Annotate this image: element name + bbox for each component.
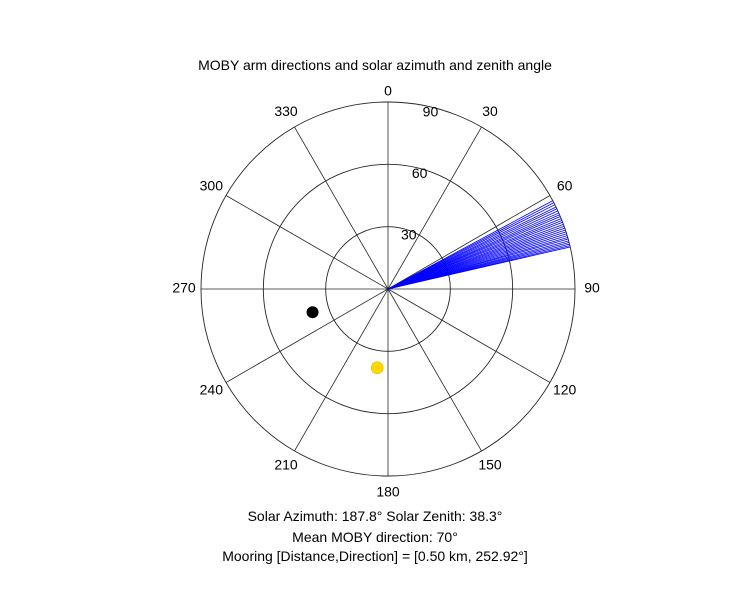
angle-tick-120: 120 (553, 382, 577, 398)
spoke-150 (387, 288, 482, 452)
mooring-marker (306, 306, 319, 319)
angle-tick-0: 0 (384, 83, 392, 99)
angle-tick-30: 30 (482, 103, 498, 119)
chart-title: MOBY arm directions and solar azimuth an… (198, 57, 552, 73)
radial-tick-60: 60 (412, 165, 428, 181)
ring-30 (325, 226, 451, 352)
arm-line-26 (387, 246, 571, 290)
angle-tick-150: 150 (478, 456, 502, 472)
spoke-240 (225, 288, 389, 383)
radial-tick-30: 30 (401, 226, 417, 242)
arm-line-3 (387, 204, 556, 290)
spoke-30 (387, 126, 482, 290)
spoke-120 (387, 288, 551, 383)
sun-marker (370, 361, 384, 375)
spoke-300 (225, 195, 389, 290)
angle-tick-240: 240 (200, 382, 224, 398)
angle-tick-180: 180 (376, 484, 400, 500)
ring-60 (262, 163, 514, 415)
angle-tick-270: 270 (172, 280, 196, 296)
spoke-330 (294, 126, 389, 290)
spoke-210 (294, 288, 389, 452)
angle-tick-90: 90 (584, 280, 600, 296)
angle-tick-60: 60 (557, 178, 573, 194)
mean-direction-caption: Mean MOBY direction: 70° (292, 529, 458, 545)
angle-tick-210: 210 (274, 456, 298, 472)
spoke-60 (387, 195, 551, 290)
ring-90 (200, 101, 576, 477)
solar-caption: Solar Azimuth: 187.8° Solar Zenith: 38.3… (247, 508, 503, 524)
mooring-caption: Mooring [Distance,Direction] = [0.50 km,… (222, 548, 528, 564)
angle-tick-300: 300 (200, 178, 224, 194)
radial-tick-90: 90 (423, 104, 439, 120)
angle-tick-330: 330 (274, 103, 298, 119)
